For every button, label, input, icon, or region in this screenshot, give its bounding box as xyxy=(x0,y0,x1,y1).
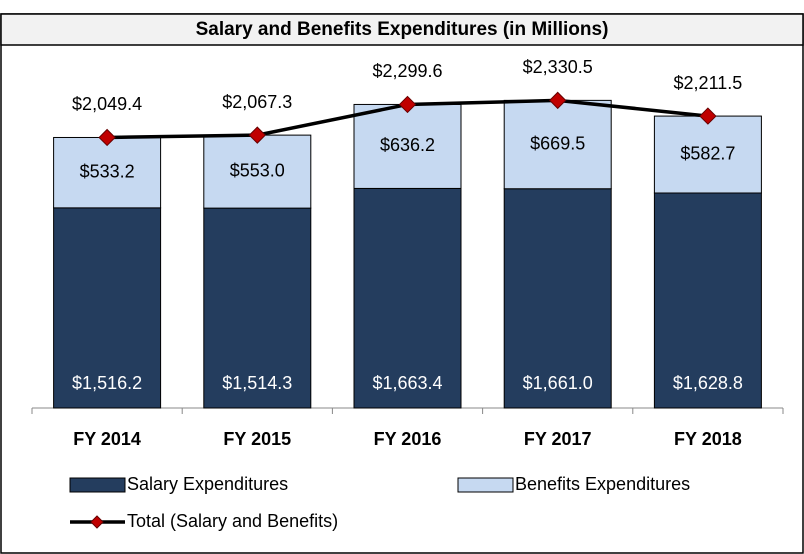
data-label: $1,661.0 xyxy=(523,373,593,393)
data-label: $636.2 xyxy=(380,135,435,155)
data-label: $533.2 xyxy=(80,161,135,181)
legend-swatch xyxy=(69,477,126,493)
legend-swatch xyxy=(457,477,514,493)
data-label: $1,516.2 xyxy=(72,373,142,393)
bar-segment xyxy=(503,188,612,409)
data-label: $582.7 xyxy=(680,143,735,163)
x-tick-label: FY 2018 xyxy=(674,429,742,449)
line-marker xyxy=(699,107,717,125)
data-label: $2,330.5 xyxy=(523,57,593,77)
data-label: $2,067.3 xyxy=(222,92,292,112)
legend-label: Benefits Expenditures xyxy=(515,474,690,494)
x-tick-label: FY 2016 xyxy=(374,429,442,449)
bar-segment xyxy=(203,134,312,209)
bar-segment xyxy=(53,207,162,409)
chart-title: Salary and Benefits Expenditures (in Mil… xyxy=(196,19,609,40)
legend-label: Salary Expenditures xyxy=(127,474,288,494)
line-marker xyxy=(98,128,116,147)
bar-segment xyxy=(653,115,762,194)
data-label: $2,049.4 xyxy=(72,94,142,114)
legend-marker xyxy=(90,515,104,529)
bar-segment xyxy=(203,207,312,409)
data-label: $2,299.6 xyxy=(372,61,442,81)
bar-segment xyxy=(653,192,762,409)
data-label: $2,211.5 xyxy=(674,73,743,93)
bar-segment xyxy=(53,136,162,209)
bar-segment xyxy=(503,99,612,190)
x-tick-label: FY 2015 xyxy=(223,429,291,449)
line-marker xyxy=(398,95,417,114)
title-box xyxy=(0,13,804,46)
line-marker xyxy=(548,91,567,110)
data-label: $669.5 xyxy=(530,133,585,153)
x-tick-label: FY 2014 xyxy=(73,429,141,449)
data-label: $553.0 xyxy=(230,160,285,180)
bar-segment xyxy=(353,187,462,409)
data-label: $1,514.3 xyxy=(222,373,292,393)
data-label: $1,663.4 xyxy=(372,373,442,393)
legend-label: Total (Salary and Benefits) xyxy=(127,511,338,531)
bar-segment xyxy=(353,103,462,189)
data-label: $1,628.8 xyxy=(673,373,743,393)
line-marker xyxy=(248,126,267,144)
x-tick-label: FY 2017 xyxy=(524,429,592,449)
